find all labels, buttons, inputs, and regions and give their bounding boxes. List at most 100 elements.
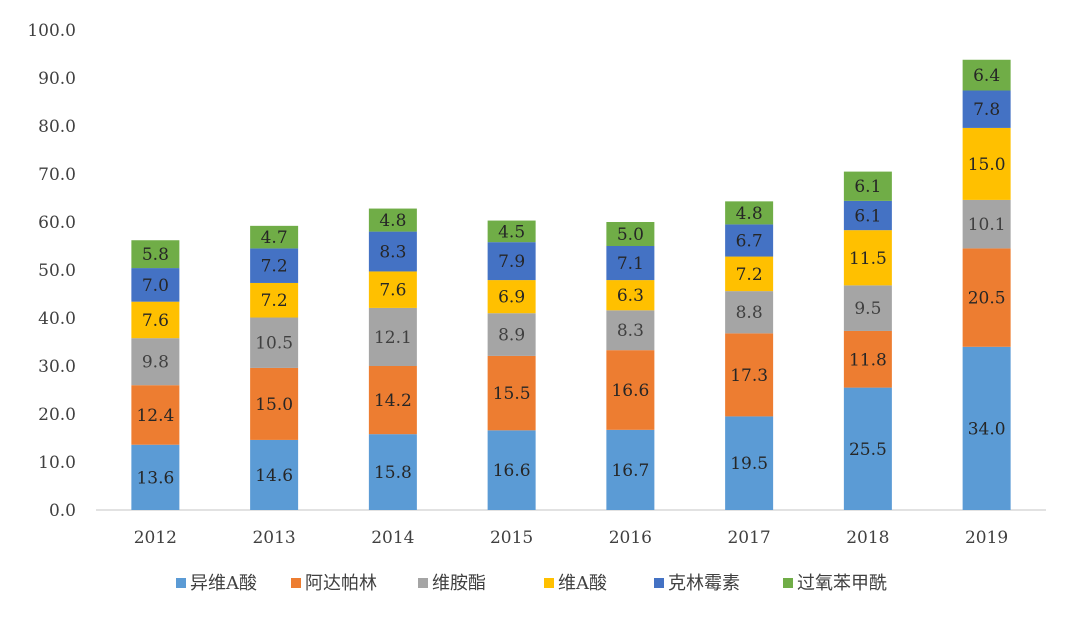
bar-segment xyxy=(487,430,536,510)
legend-label: 阿达帕林 xyxy=(305,573,377,594)
legend-swatch xyxy=(783,578,793,588)
bar-segment xyxy=(131,385,180,445)
legend-label: 维胺酯 xyxy=(432,573,486,594)
data-label: 7.6 xyxy=(379,281,406,301)
data-label: 8.3 xyxy=(617,321,644,341)
x-tick-label: 2015 xyxy=(490,528,533,548)
x-tick-label: 2018 xyxy=(846,528,889,548)
data-label: 25.5 xyxy=(849,440,887,460)
data-label: 4.8 xyxy=(379,211,406,231)
bar-segment xyxy=(487,355,536,431)
x-tick-label: 2019 xyxy=(965,528,1008,548)
legend-label: 异维A酸 xyxy=(190,573,257,594)
legend-swatch xyxy=(291,578,301,588)
bar-segment xyxy=(962,90,1011,128)
bar-segment xyxy=(368,366,417,435)
y-tick-label: 70.0 xyxy=(38,165,76,185)
bar-segment xyxy=(725,333,774,417)
bar-segment xyxy=(843,285,892,331)
data-label: 4.8 xyxy=(736,204,763,224)
data-label: 14.2 xyxy=(374,391,412,411)
bar-segment xyxy=(962,59,1011,91)
legend-label: 克林霉素 xyxy=(668,573,740,594)
data-label: 13.6 xyxy=(136,468,174,488)
bar-segment xyxy=(131,240,180,269)
data-label: 20.5 xyxy=(968,289,1006,309)
data-label: 34.0 xyxy=(968,419,1006,439)
data-label: 7.2 xyxy=(261,291,288,311)
x-tick-label: 2017 xyxy=(727,528,770,548)
legend-item: 克林霉素 xyxy=(654,573,740,594)
bar-segment xyxy=(368,271,417,308)
data-label: 7.0 xyxy=(142,276,169,296)
data-label: 7.2 xyxy=(736,265,763,285)
data-label: 10.1 xyxy=(968,215,1006,235)
legend-swatch xyxy=(544,578,554,588)
data-label: 19.5 xyxy=(730,454,768,474)
data-label: 5.0 xyxy=(617,225,644,245)
y-tick-label: 90.0 xyxy=(38,69,76,89)
legend-item: 阿达帕林 xyxy=(291,573,377,594)
data-label: 9.5 xyxy=(854,299,881,319)
bar-segment xyxy=(725,224,774,257)
y-tick-label: 10.0 xyxy=(38,453,76,473)
data-label: 10.5 xyxy=(255,334,293,354)
bar-segment xyxy=(843,230,892,286)
bar-segment xyxy=(250,282,299,318)
bar-segment xyxy=(487,242,536,281)
data-label: 14.6 xyxy=(255,466,293,486)
data-label: 7.2 xyxy=(261,257,288,277)
x-tick-label: 2014 xyxy=(371,528,414,548)
axes: 0.0 10.0 20.0 30.0 40.0 50.0 60.0 70.0 80.0 90.0 1… xyxy=(27,21,1046,548)
data-label: 15.0 xyxy=(968,155,1006,175)
data-label: 6.3 xyxy=(617,286,644,306)
data-label: 9.8 xyxy=(142,353,169,373)
data-label: 15.0 xyxy=(255,395,293,415)
data-label: 7.1 xyxy=(617,254,644,274)
bar-segment xyxy=(131,268,180,302)
data-label: 15.8 xyxy=(374,463,412,483)
legend-item: 维胺酯 xyxy=(418,573,486,594)
bar-segment xyxy=(962,199,1011,249)
bar-segment xyxy=(131,301,180,339)
legend-swatch xyxy=(418,578,428,588)
bar-segment xyxy=(487,313,536,356)
data-label: 8.9 xyxy=(498,326,525,346)
bar-segment xyxy=(368,208,417,232)
bar-segment xyxy=(843,200,892,231)
data-label: 6.1 xyxy=(854,177,881,197)
legend-item: 异维A酸 xyxy=(176,573,257,594)
data-label: 12.1 xyxy=(374,328,412,348)
data-label: 6.9 xyxy=(498,288,525,308)
data-label: 6.7 xyxy=(736,231,763,251)
x-tick-label: 2012 xyxy=(134,528,177,548)
bar-segment xyxy=(962,248,1011,347)
y-tick-label: 80.0 xyxy=(38,117,76,137)
y-tick-label: 50.0 xyxy=(38,261,76,281)
bar-segment xyxy=(962,346,1011,510)
data-label: 8.8 xyxy=(736,303,763,323)
bar-segment xyxy=(606,429,655,510)
legend-swatch xyxy=(654,578,664,588)
bar-segment xyxy=(606,350,655,430)
bar-segment xyxy=(487,220,536,243)
legend-swatch xyxy=(176,578,186,588)
bar-segment xyxy=(606,280,655,311)
y-tick-label: 100.0 xyxy=(27,21,76,41)
bar-segment xyxy=(725,201,774,225)
data-label: 7.9 xyxy=(498,252,525,272)
bar-segment xyxy=(131,444,180,510)
bar-segment xyxy=(606,246,655,281)
data-label: 4.5 xyxy=(498,222,525,242)
bar-segment xyxy=(843,387,892,510)
bar-segment xyxy=(368,231,417,272)
x-tick-label: 2013 xyxy=(252,528,295,548)
data-label: 16.6 xyxy=(611,381,649,401)
y-tick-label: 20.0 xyxy=(38,405,76,425)
bar-segment xyxy=(606,310,655,351)
bar-segment xyxy=(962,127,1011,200)
legend-item: 过氧苯甲酰 xyxy=(783,573,887,594)
bar-segment xyxy=(843,330,892,388)
bar-segment xyxy=(250,439,299,510)
